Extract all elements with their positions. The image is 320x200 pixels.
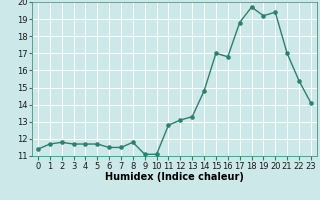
X-axis label: Humidex (Indice chaleur): Humidex (Indice chaleur): [105, 172, 244, 182]
